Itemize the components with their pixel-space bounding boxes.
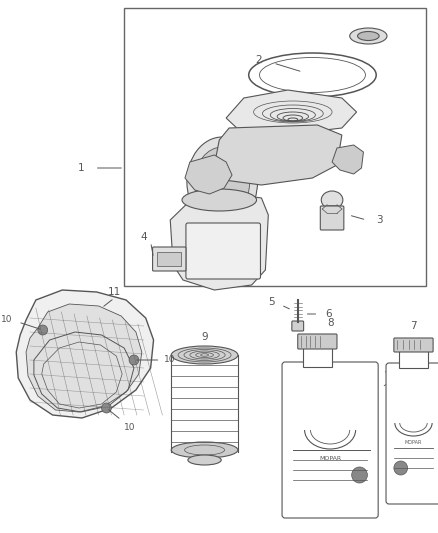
Text: 4: 4 [141, 232, 147, 242]
Text: 10: 10 [163, 356, 175, 365]
Ellipse shape [195, 147, 250, 217]
Polygon shape [185, 155, 232, 194]
Text: 10: 10 [1, 316, 12, 325]
Text: 7: 7 [410, 321, 417, 331]
Text: 1: 1 [78, 163, 84, 173]
Text: 6: 6 [325, 309, 332, 319]
Text: 11: 11 [108, 287, 121, 297]
FancyBboxPatch shape [399, 350, 428, 368]
Text: MOPAR: MOPAR [405, 440, 422, 446]
Ellipse shape [188, 455, 221, 465]
Ellipse shape [182, 189, 257, 211]
Circle shape [38, 325, 48, 335]
FancyBboxPatch shape [303, 347, 332, 367]
FancyBboxPatch shape [282, 362, 378, 518]
FancyBboxPatch shape [298, 334, 337, 349]
Text: 10: 10 [124, 424, 136, 432]
Ellipse shape [350, 28, 387, 44]
Ellipse shape [171, 442, 238, 458]
Polygon shape [16, 290, 154, 418]
Text: 8: 8 [327, 318, 333, 328]
Polygon shape [332, 145, 364, 174]
Polygon shape [226, 90, 357, 135]
Circle shape [352, 467, 367, 483]
FancyBboxPatch shape [386, 363, 438, 504]
FancyBboxPatch shape [186, 223, 261, 279]
Ellipse shape [321, 191, 343, 209]
FancyBboxPatch shape [158, 252, 181, 266]
Ellipse shape [171, 346, 238, 364]
Polygon shape [170, 192, 268, 290]
FancyBboxPatch shape [292, 321, 304, 331]
Ellipse shape [357, 31, 379, 41]
FancyBboxPatch shape [152, 247, 186, 271]
Circle shape [129, 355, 139, 365]
Polygon shape [214, 125, 342, 185]
Text: 5: 5 [268, 297, 275, 307]
Text: 3: 3 [376, 215, 382, 225]
Ellipse shape [187, 137, 258, 227]
Polygon shape [26, 304, 142, 412]
FancyBboxPatch shape [320, 206, 344, 230]
Circle shape [394, 461, 408, 475]
Text: 9: 9 [201, 332, 208, 342]
Bar [124, 8, 426, 286]
FancyBboxPatch shape [394, 338, 433, 352]
Text: MOPAR: MOPAR [319, 456, 341, 461]
Text: 2: 2 [255, 55, 262, 65]
Circle shape [102, 403, 111, 413]
